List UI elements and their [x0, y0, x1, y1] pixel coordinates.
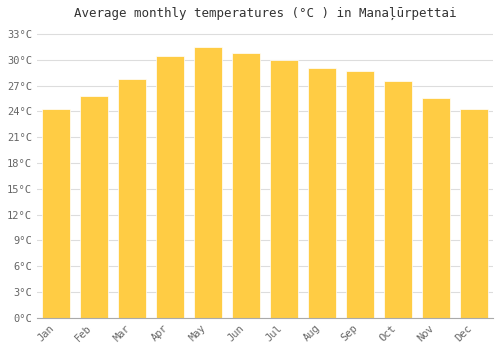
- Bar: [384, 81, 412, 318]
- Bar: [118, 79, 146, 318]
- Bar: [232, 53, 260, 318]
- Bar: [42, 109, 70, 318]
- Bar: [460, 109, 488, 318]
- Bar: [346, 71, 374, 318]
- Bar: [308, 68, 336, 318]
- Bar: [156, 56, 184, 318]
- Bar: [270, 60, 298, 318]
- Bar: [422, 98, 450, 318]
- Title: Average monthly temperatures (°C ) in Manaļūrpettai: Average monthly temperatures (°C ) in Ma…: [74, 7, 456, 20]
- Bar: [194, 47, 222, 318]
- Bar: [80, 96, 108, 318]
